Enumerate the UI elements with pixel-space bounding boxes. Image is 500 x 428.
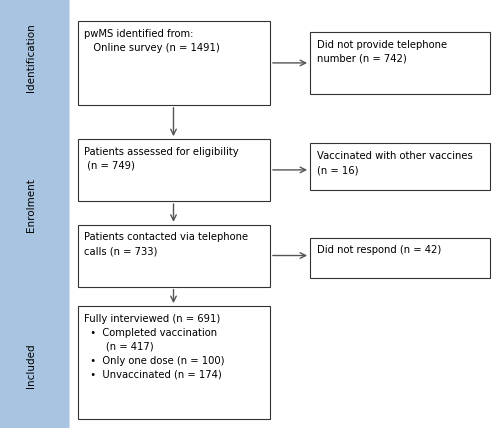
FancyBboxPatch shape bbox=[78, 225, 270, 287]
FancyBboxPatch shape bbox=[78, 21, 270, 105]
Text: Included: Included bbox=[26, 344, 36, 388]
FancyBboxPatch shape bbox=[310, 32, 490, 94]
Text: Vaccinated with other vaccines
(n = 16): Vaccinated with other vaccines (n = 16) bbox=[317, 151, 473, 175]
FancyBboxPatch shape bbox=[310, 143, 490, 190]
FancyBboxPatch shape bbox=[0, 0, 69, 123]
Text: Patients contacted via telephone
calls (n = 733): Patients contacted via telephone calls (… bbox=[84, 232, 248, 256]
Text: Enrolment: Enrolment bbox=[26, 178, 36, 232]
FancyBboxPatch shape bbox=[0, 288, 69, 428]
FancyBboxPatch shape bbox=[0, 112, 69, 299]
Text: pwMS identified from:
   Online survey (n = 1491): pwMS identified from: Online survey (n =… bbox=[84, 29, 220, 53]
FancyBboxPatch shape bbox=[78, 306, 270, 419]
Text: Did not provide telephone
number (n = 742): Did not provide telephone number (n = 74… bbox=[317, 40, 447, 64]
FancyBboxPatch shape bbox=[310, 238, 490, 278]
Text: Fully interviewed (n = 691)
  •  Completed vaccination
       (n = 417)
  •  Onl: Fully interviewed (n = 691) • Completed … bbox=[84, 314, 225, 380]
Text: Did not respond (n = 42): Did not respond (n = 42) bbox=[317, 245, 442, 255]
FancyBboxPatch shape bbox=[78, 139, 270, 201]
Text: Identification: Identification bbox=[26, 24, 36, 92]
Text: Patients assessed for eligibility
 (n = 749): Patients assessed for eligibility (n = 7… bbox=[84, 147, 239, 171]
